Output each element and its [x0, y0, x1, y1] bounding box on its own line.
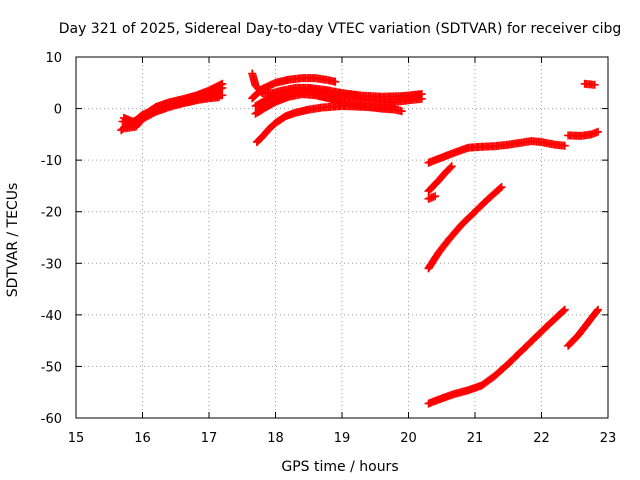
y-tick-label: -20 [41, 206, 62, 221]
data-point [446, 163, 455, 172]
data-point [560, 305, 569, 314]
x-tick-label: 21 [467, 431, 484, 446]
series-arc14 [424, 305, 569, 408]
data-point [496, 184, 505, 192]
x-tick-label: 16 [134, 431, 151, 446]
data-point [594, 127, 602, 136]
x-axis-label: GPS time / hours [281, 459, 398, 475]
y-tick-label: 10 [45, 51, 62, 66]
data-point [594, 305, 602, 314]
x-tick-label: 19 [334, 431, 351, 446]
x-tick-label: 22 [533, 431, 550, 446]
series-arc12 [424, 192, 440, 203]
data-point [331, 77, 340, 86]
y-tick-label: -30 [41, 257, 62, 272]
series-arc4 [121, 93, 223, 133]
data-point [215, 93, 223, 102]
series-arc17 [580, 79, 599, 89]
y-tick-label: -60 [41, 412, 62, 427]
ticks: 15 16 17 18 19 20 21 22 23 -60 -50 -40 -30 -20 -10 0 10 [41, 51, 617, 446]
series-arc16 [564, 127, 602, 140]
series-arc11 [424, 162, 456, 196]
y-tick-label: -40 [41, 309, 62, 324]
x-tick-label: 23 [600, 431, 617, 446]
data-point [431, 192, 440, 201]
data-point [590, 80, 599, 89]
x-tick-label: 15 [68, 431, 85, 446]
data-point [497, 183, 506, 191]
data-point [447, 162, 456, 171]
series-arc13 [424, 183, 506, 273]
data-point [218, 83, 227, 92]
data-point [593, 307, 601, 315]
series-arc10 [424, 137, 569, 167]
data-point [391, 103, 400, 111]
x-tick-label: 17 [201, 431, 218, 446]
data-point [417, 94, 426, 103]
series-arc6 [248, 74, 340, 103]
series-arc15 [564, 305, 602, 350]
data-point [559, 306, 568, 315]
data-point [397, 107, 406, 116]
x-tick-label: 20 [400, 431, 417, 446]
y-tick-label: -10 [41, 154, 62, 169]
data-marks [117, 69, 602, 408]
series-arc9 [252, 102, 400, 147]
y-axis-label: SDTVAR / TECUs [5, 183, 21, 298]
y-tick-label: -50 [41, 360, 62, 375]
y-tick-label: 0 [54, 103, 62, 118]
x-tick-label: 18 [267, 431, 284, 446]
data-point [560, 141, 569, 150]
chart-title: Day 321 of 2025, Sidereal Day-to-day VTE… [59, 21, 622, 37]
